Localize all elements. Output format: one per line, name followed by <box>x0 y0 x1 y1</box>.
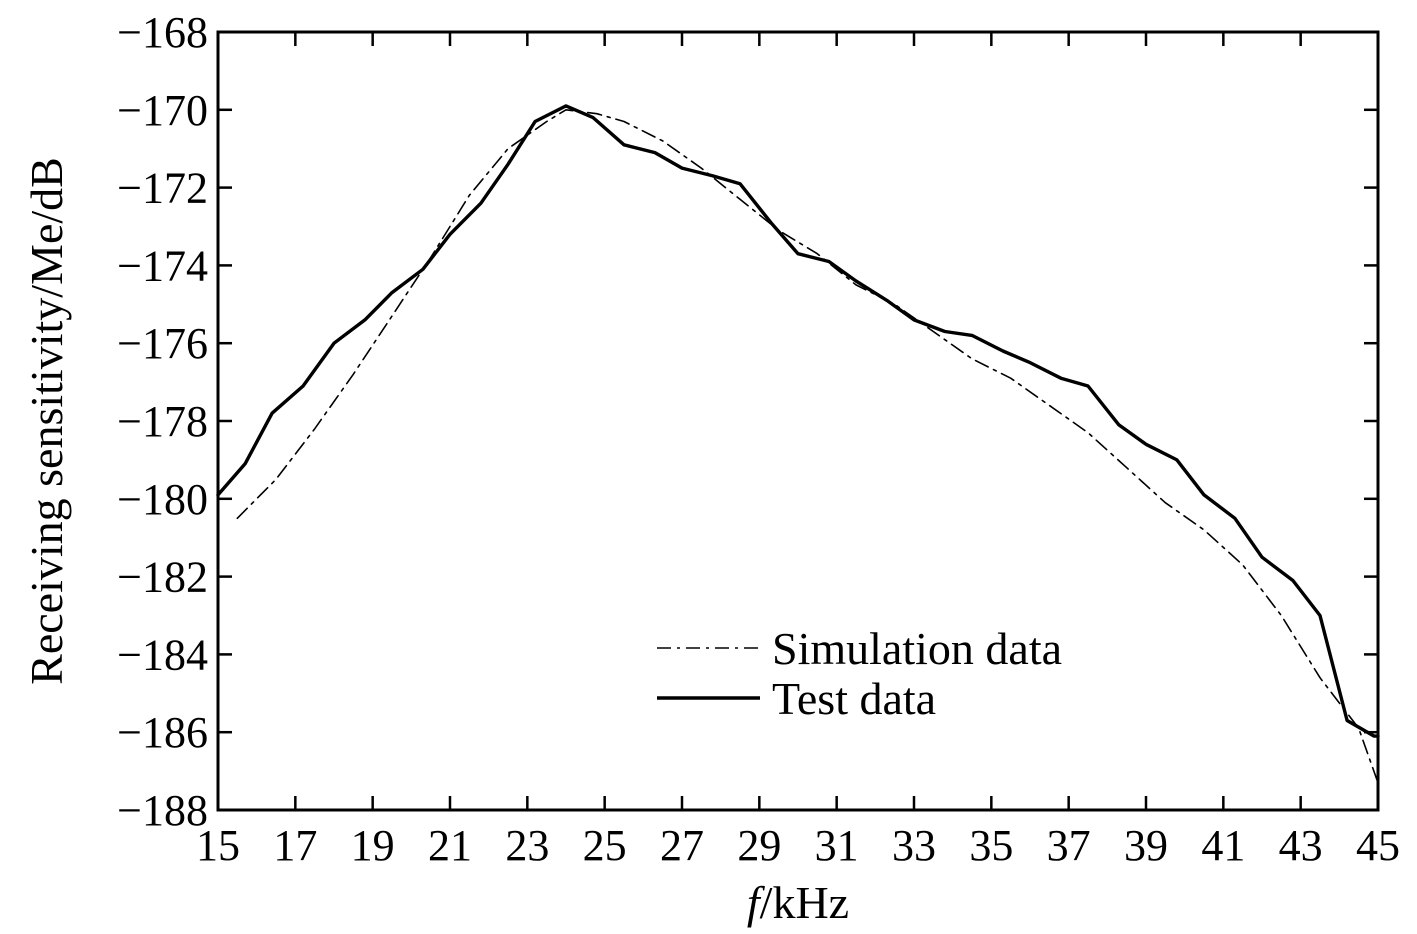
x-tick-label: 33 <box>892 821 936 870</box>
series-line-test-data <box>216 104 1380 738</box>
x-tick-label: 45 <box>1356 821 1400 870</box>
x-tick-label: 25 <box>583 821 627 870</box>
y-tick-label: −178 <box>117 397 208 446</box>
x-axis-label: f/kHz <box>747 877 849 928</box>
legend-label: Simulation data <box>772 623 1062 674</box>
y-tick-label: −184 <box>117 630 208 679</box>
y-tick-label: −176 <box>117 319 208 368</box>
y-tick-label: −186 <box>117 708 208 757</box>
x-tick-label: 37 <box>1047 821 1091 870</box>
y-tick-label: −188 <box>117 786 208 835</box>
x-tick-label: 17 <box>273 821 317 870</box>
y-tick-label: −180 <box>117 475 208 524</box>
y-axis-label: Receiving sensitivity/Me/dB <box>21 157 72 685</box>
x-tick-label: 23 <box>505 821 549 870</box>
x-tick-label: 41 <box>1201 821 1245 870</box>
ticks-group: 15 17 19 21 23 25 27 29 31 33 35 37 39 41 43 45 −168 −170… <box>117 8 1400 870</box>
legend-label: Test data <box>772 673 936 724</box>
y-tick-label: −174 <box>117 241 208 290</box>
x-tick-label: 19 <box>351 821 395 870</box>
y-tick-label: −172 <box>117 164 208 213</box>
y-tick-label: −170 <box>117 86 208 135</box>
x-tick-label: 21 <box>428 821 472 870</box>
y-tick-label: −168 <box>117 8 208 57</box>
x-tick-label: 31 <box>815 821 859 870</box>
x-tick-label: 15 <box>196 821 240 870</box>
series-group <box>216 104 1380 784</box>
x-tick-label: 39 <box>1124 821 1168 870</box>
x-tick-label: 27 <box>660 821 704 870</box>
x-tick-label: 29 <box>737 821 781 870</box>
y-tick-label: −182 <box>117 553 208 602</box>
x-tick-label: 35 <box>969 821 1013 870</box>
x-tick-label: 43 <box>1279 821 1323 870</box>
